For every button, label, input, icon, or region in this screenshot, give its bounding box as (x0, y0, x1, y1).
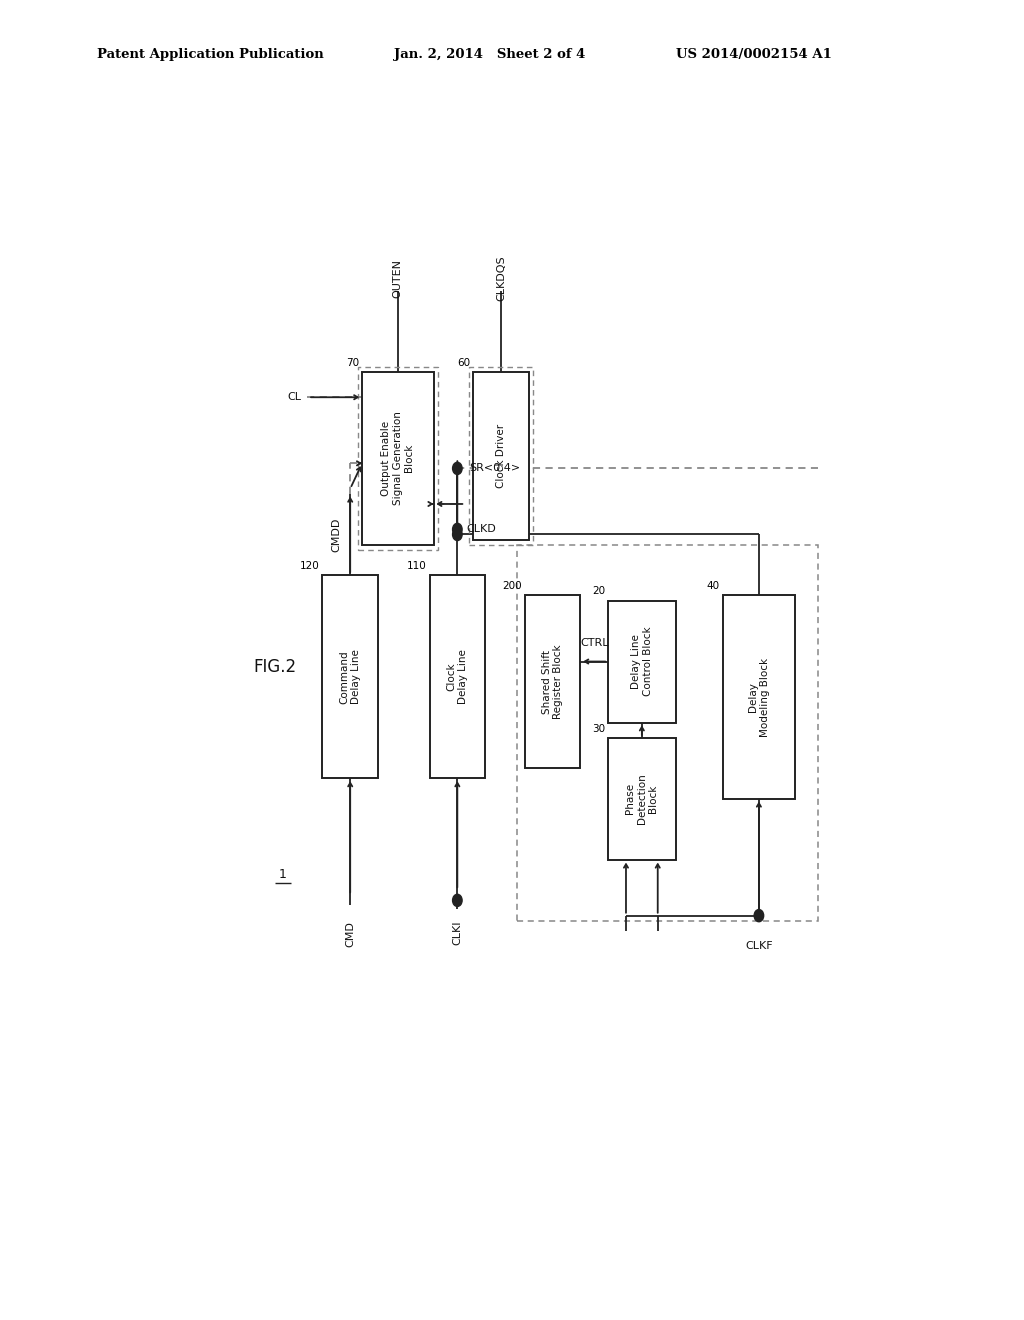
Text: SR<0:4>: SR<0:4> (469, 463, 520, 474)
Circle shape (453, 894, 462, 907)
Bar (362, 372, 433, 545)
Text: Command
Delay Line: Command Delay Line (339, 649, 361, 704)
Text: 20: 20 (592, 586, 605, 597)
Text: CMD: CMD (345, 921, 355, 946)
Circle shape (453, 462, 462, 474)
Text: Clock
Delay Line: Clock Delay Line (446, 649, 468, 704)
Text: CL: CL (287, 392, 301, 403)
Text: Jan. 2, 2014   Sheet 2 of 4: Jan. 2, 2014 Sheet 2 of 4 (394, 48, 586, 61)
Bar (473, 372, 528, 540)
Bar (524, 595, 581, 768)
Bar (469, 367, 532, 545)
Text: 1: 1 (279, 869, 287, 882)
Bar (358, 367, 437, 549)
Circle shape (453, 523, 462, 536)
Bar (430, 576, 485, 779)
Bar (723, 595, 795, 799)
Circle shape (453, 528, 462, 541)
Text: Patent Application Publication: Patent Application Publication (97, 48, 324, 61)
Text: Shared Shift
Register Block: Shared Shift Register Block (542, 644, 563, 719)
Text: Delay Line
Control Block: Delay Line Control Block (631, 627, 652, 697)
Bar (323, 576, 378, 779)
Text: CMDD: CMDD (331, 517, 341, 552)
Text: OUTEN: OUTEN (393, 259, 402, 298)
Text: CLKDQS: CLKDQS (496, 256, 506, 301)
Text: CTRL: CTRL (580, 639, 608, 648)
Bar (608, 601, 676, 722)
Text: 70: 70 (346, 358, 359, 368)
Text: US 2014/0002154 A1: US 2014/0002154 A1 (676, 48, 831, 61)
Text: 120: 120 (299, 561, 319, 572)
Text: 110: 110 (407, 561, 426, 572)
Text: CLKI: CLKI (453, 921, 463, 945)
Text: FIG.2: FIG.2 (253, 657, 296, 676)
Text: Clock Driver: Clock Driver (496, 424, 506, 488)
Text: 200: 200 (502, 581, 521, 591)
Text: Delay
Modeling Block: Delay Modeling Block (749, 657, 770, 737)
Bar (517, 545, 818, 921)
Text: CLKD: CLKD (467, 524, 497, 535)
Text: 60: 60 (457, 358, 470, 368)
Text: Phase
Detection
Block: Phase Detection Block (626, 774, 658, 824)
Text: 30: 30 (592, 723, 605, 734)
Circle shape (754, 909, 764, 921)
Text: CLKF: CLKF (745, 941, 773, 950)
Text: Output Enable
Signal Generation
Block: Output Enable Signal Generation Block (381, 412, 415, 506)
Text: 40: 40 (707, 581, 720, 591)
Bar (608, 738, 676, 859)
